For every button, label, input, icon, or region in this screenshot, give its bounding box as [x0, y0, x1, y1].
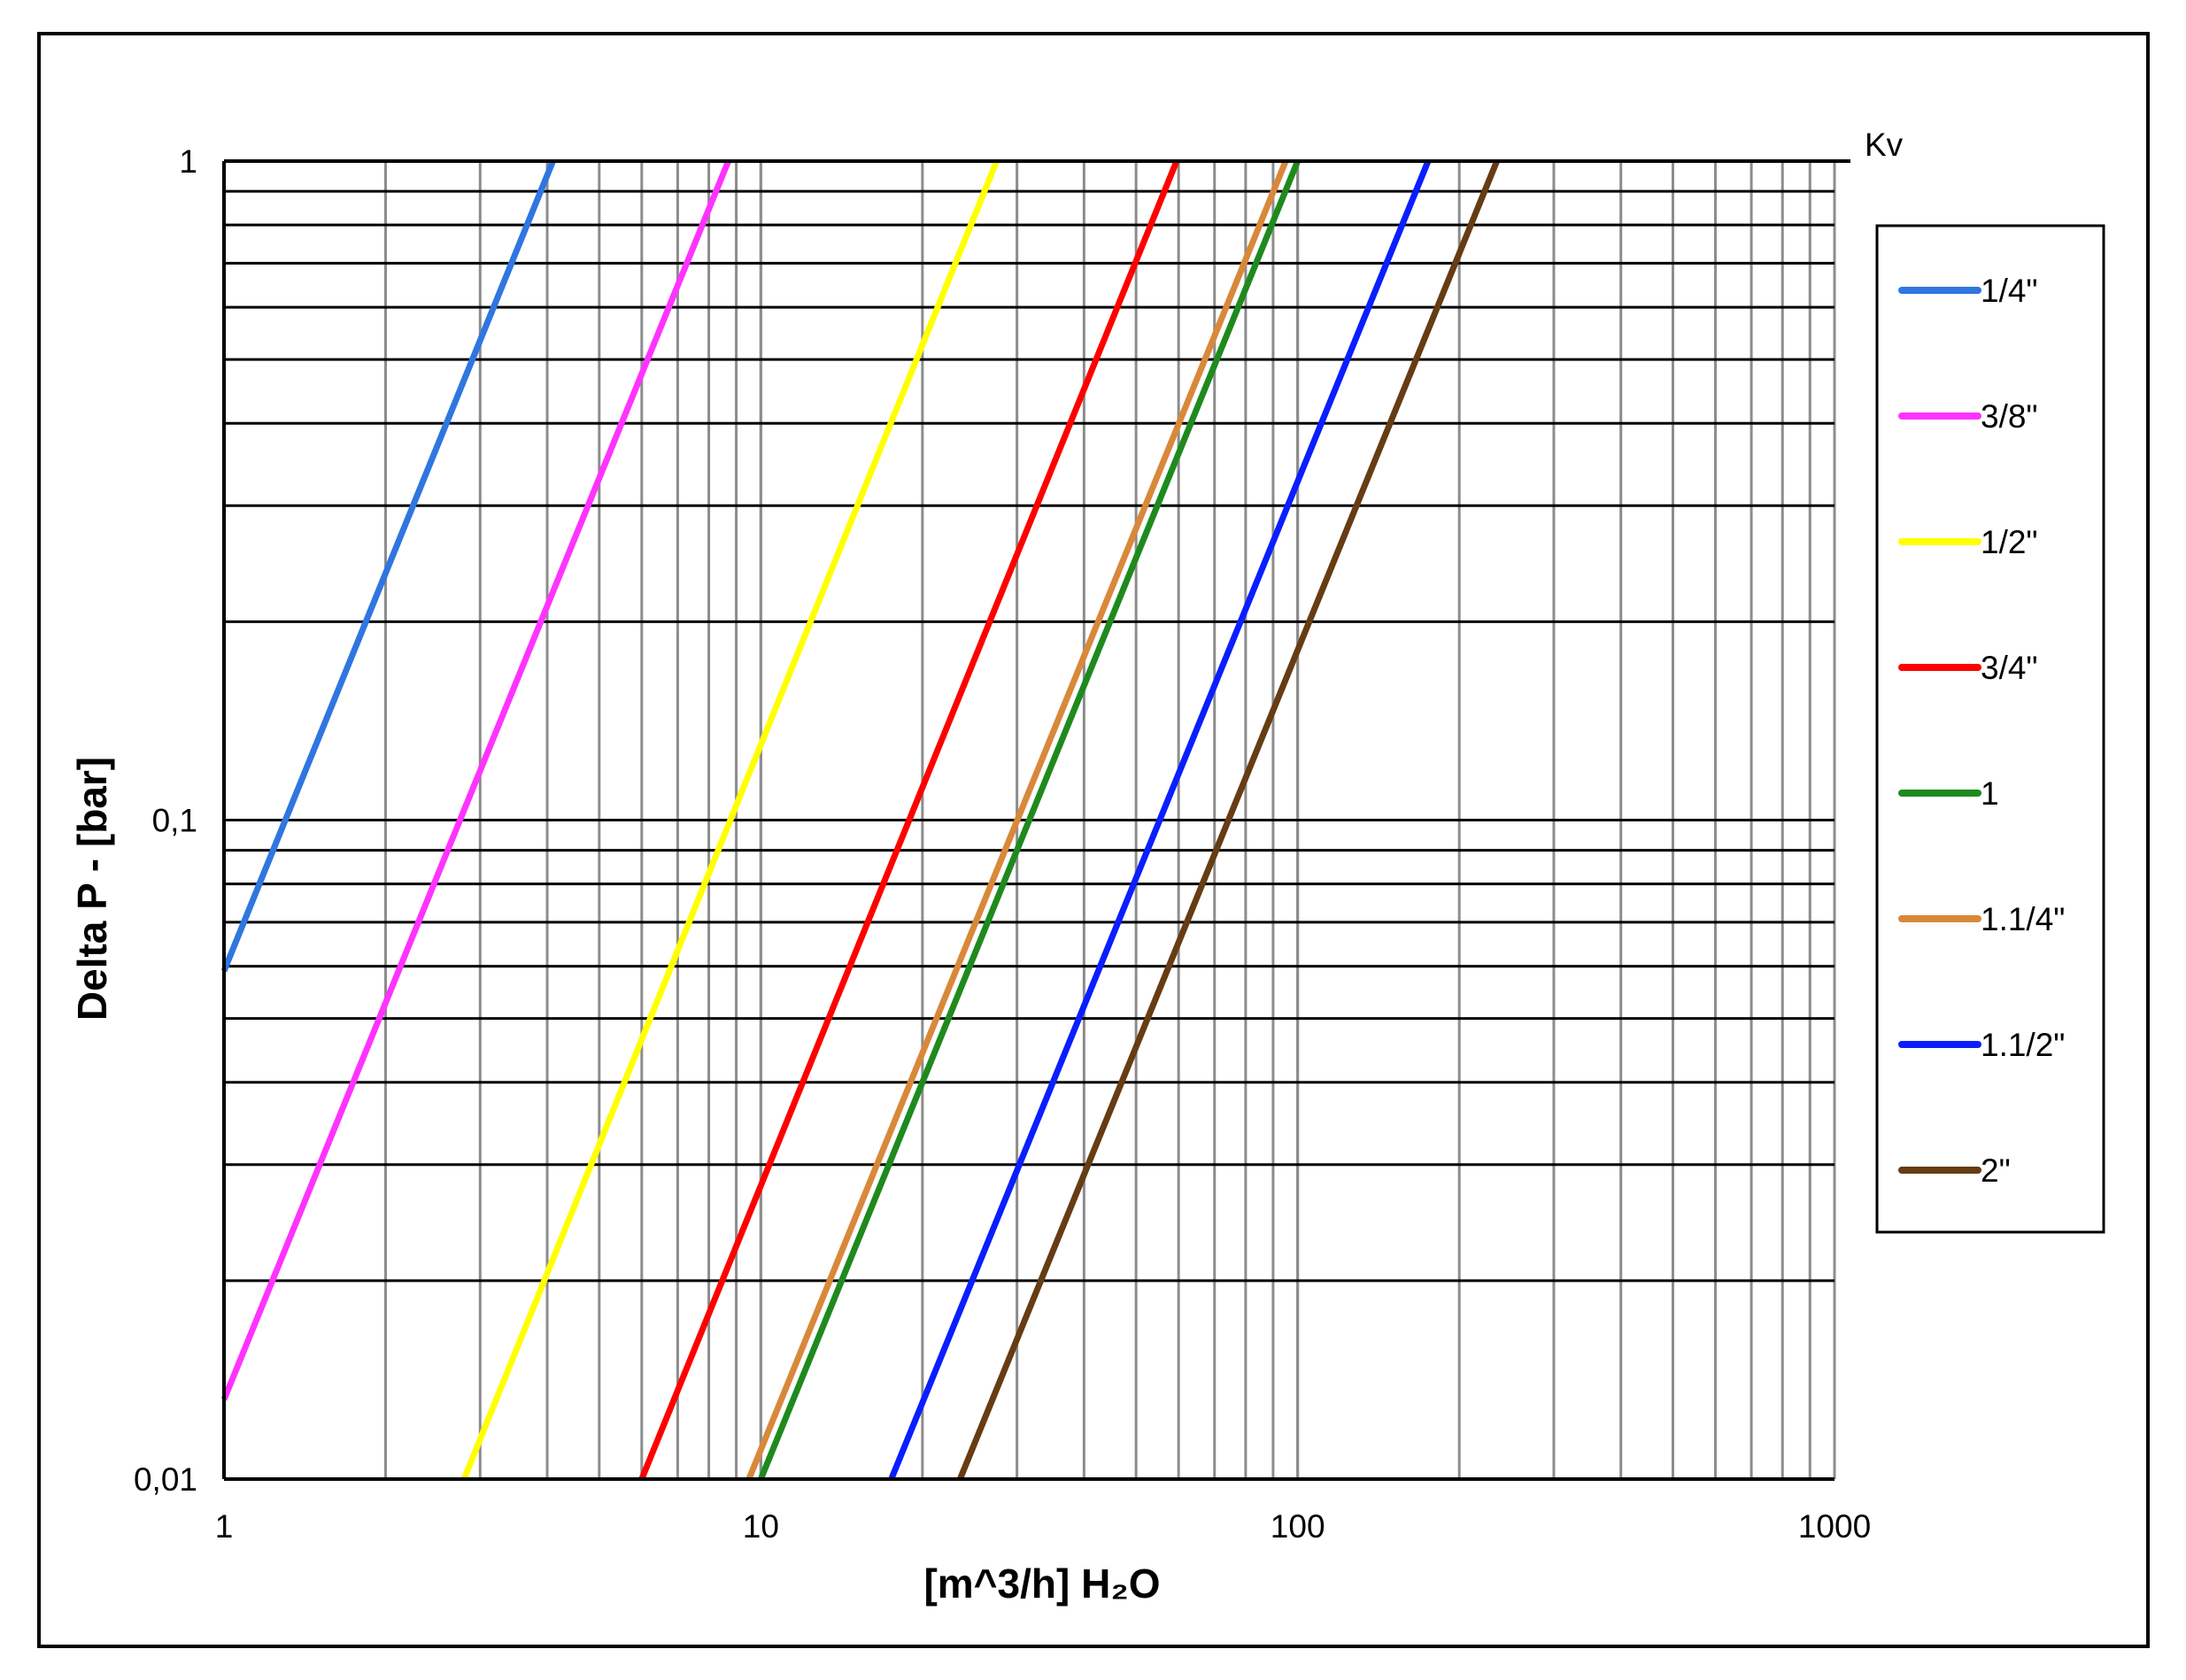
legend-label-6: 1.1/2" — [1981, 1027, 2065, 1063]
y-tick-label: 1 — [179, 143, 197, 180]
x-tick-label: 100 — [1271, 1508, 1325, 1545]
legend-label-1: 3/8" — [1981, 398, 2038, 435]
legend: 1/4" 3/8" 1/2" 3/4" 1 1.1/4" 1.1/2" 2" — [1898, 273, 2065, 1189]
series-line-4 — [758, 159, 1301, 1481]
series-line-3 — [638, 159, 1180, 1481]
x-axis-title: [m^3/h] H₂O — [923, 1561, 1160, 1607]
y-axis-title: Delta P - [bar] — [69, 757, 115, 1021]
series-lines — [220, 159, 1500, 1481]
series-line-5 — [745, 159, 1289, 1481]
legend-label-0: 1/4" — [1981, 273, 2038, 309]
chart-frame — [37, 32, 2150, 1648]
y-tick-label: 0,1 — [152, 803, 197, 839]
series-line-7 — [957, 159, 1500, 1481]
series-line-1 — [220, 159, 731, 1401]
legend-label-7: 2" — [1981, 1152, 2011, 1189]
y-tick-label: 0,01 — [134, 1461, 197, 1498]
x-tick-label: 1 — [215, 1508, 234, 1545]
series-line-6 — [888, 159, 1432, 1481]
x-tick-label: 10 — [743, 1508, 779, 1545]
corner-label: Kv — [1865, 127, 1904, 163]
legend-label-3: 3/4" — [1981, 650, 2038, 686]
series-line-0 — [220, 159, 556, 973]
legend-box — [1875, 224, 2105, 1234]
legend-label-4: 1 — [1981, 775, 1999, 812]
legend-label-2: 1/2" — [1981, 524, 2038, 560]
x-tick-label: 1000 — [1798, 1508, 1871, 1545]
legend-label-5: 1.1/4" — [1981, 901, 2065, 937]
series-line-2 — [460, 159, 1000, 1481]
y-gridlines — [224, 159, 1835, 1481]
axes — [222, 159, 1850, 1481]
tick-labels: 1 10 100 1000 0,01 0,1 1 — [134, 143, 1871, 1545]
